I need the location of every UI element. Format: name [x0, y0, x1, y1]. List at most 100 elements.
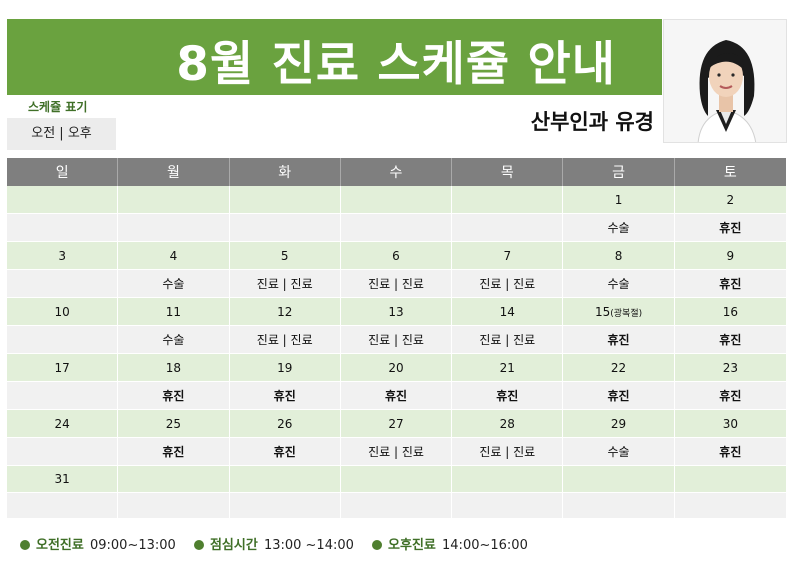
- calendar-schedule-cell: [452, 214, 564, 242]
- date-number: 1: [614, 192, 623, 207]
- date-number: 25: [165, 416, 182, 431]
- calendar-date-cell: 4: [118, 242, 230, 270]
- weekday-header-row: 일 월 화 수 목 금 토: [7, 158, 786, 186]
- calendar-schedule-cell: 휴진: [118, 438, 230, 466]
- calendar-schedule-cell: 휴진: [229, 438, 341, 466]
- calendar-schedule-cell: 수술: [118, 326, 230, 354]
- calendar-date-cell: 3: [7, 242, 119, 270]
- calendar-schedule-cell: 수술: [118, 270, 230, 298]
- hours-item-morning: 오전진료 09:00~13:00: [20, 534, 176, 553]
- calendar-schedule-cell: 휴진: [563, 326, 675, 354]
- calendar-date-cell: 9: [674, 242, 786, 270]
- doctor-portrait-icon: [664, 20, 786, 142]
- calendar-date-row: 24 25 26 27 28 29 30: [7, 410, 786, 438]
- calendar-schedule-cell: 진료 | 진료: [452, 326, 564, 354]
- calendar-schedule-cell: 휴진: [229, 382, 341, 410]
- hours-label: 오후진료: [388, 538, 436, 553]
- date-number: 19: [277, 360, 293, 375]
- calendar-date-cell: 18: [118, 354, 230, 382]
- weekday-wed: 수: [340, 158, 453, 186]
- hours-label: 점심시간: [209, 538, 258, 553]
- calendar-date-cell: 28: [452, 410, 564, 438]
- calendar-date-cell: [452, 466, 564, 493]
- calendar-schedule-row: 휴진 휴진 진료 | 진료 진료 | 진료 수술 휴진: [7, 438, 786, 466]
- date-number: 11: [165, 304, 182, 319]
- calendar-schedule-cell: [452, 493, 564, 519]
- calendar-schedule-cell: 휴진: [674, 438, 786, 466]
- doctor-name: 산부인과 유경: [530, 110, 654, 134]
- date-number: 4: [169, 248, 178, 263]
- page-title: 8월 진료 스케쥴 안내: [176, 37, 616, 92]
- calendar-schedule-cell: 진료 | 진료: [229, 270, 341, 298]
- calendar-schedule-cell: 수술: [563, 214, 675, 242]
- weekday-thu: 목: [452, 158, 564, 186]
- calendar-date-cell: 29: [563, 410, 675, 438]
- hours-time: 13:00 ~14:00: [263, 538, 354, 553]
- calendar-date-cell: 22: [563, 354, 675, 382]
- calendar-schedule-cell: 휴진: [118, 382, 230, 410]
- calendar-schedule-cell: [340, 214, 453, 242]
- weekday-mon: 월: [118, 158, 230, 186]
- date-number: 16: [722, 304, 738, 319]
- calendar-date-cell: [229, 466, 341, 493]
- calendar-date-cell: [563, 466, 675, 493]
- calendar-schedule-cell: 진료 | 진료: [452, 270, 564, 298]
- calendar-schedule-cell: 진료 | 진료: [229, 326, 341, 354]
- calendar-schedule-cell: [118, 493, 230, 519]
- calendar-schedule-row: 수술 휴진: [7, 214, 786, 242]
- date-number: 23: [722, 360, 738, 375]
- calendar-date-cell: 1: [563, 186, 675, 214]
- date-number: 22: [610, 360, 627, 375]
- calendar-schedule-cell: [7, 270, 119, 298]
- calendar-date-cell: 27: [340, 410, 453, 438]
- calendar-schedule-cell: [340, 493, 453, 519]
- calendar-date-cell: 24: [7, 410, 119, 438]
- calendar-date-row: 10 11 12 13 14 15(광복절) 16: [7, 298, 786, 326]
- date-number: 18: [165, 360, 182, 375]
- date-number: 6: [392, 248, 400, 263]
- calendar-date-cell: [340, 466, 453, 493]
- calendar-date-cell: [229, 186, 341, 214]
- hours-time: 09:00~13:00: [89, 538, 176, 553]
- date-number: 30: [722, 416, 738, 431]
- calendar-schedule-row: [7, 493, 786, 519]
- calendar-schedule-row: 수술 진료 | 진료 진료 | 진료 진료 | 진료 휴진 휴진: [7, 326, 786, 354]
- calendar-schedule-cell: 진료 | 진료: [340, 438, 453, 466]
- hours-item-lunch: 점심시간 13:00 ~14:00: [193, 534, 354, 553]
- bullet-dot-icon: [20, 540, 30, 550]
- date-number: 20: [388, 360, 404, 375]
- hours-time: 14:00~16:00: [442, 538, 528, 553]
- calendar-date-cell: [7, 186, 119, 214]
- date-number: 8: [614, 248, 623, 263]
- date-number: 13: [388, 304, 404, 319]
- calendar-date-row: 17 18 19 20 21 22 23: [7, 354, 786, 382]
- date-number: 12: [277, 304, 293, 319]
- date-number: 5: [280, 248, 289, 263]
- calendar-date-cell: 26: [229, 410, 341, 438]
- bullet-dot-icon: [372, 540, 383, 550]
- calendar-schedule-cell: [563, 493, 675, 519]
- calendar-date-cell: [340, 186, 453, 214]
- calendar-date-cell: 17: [7, 354, 119, 382]
- calendar-date-cell: 7: [452, 242, 564, 270]
- calendar-schedule-cell: [7, 326, 119, 354]
- date-number: 3: [58, 248, 66, 263]
- calendar-schedule-cell: [7, 493, 119, 519]
- date-number: 9: [726, 248, 735, 263]
- bullet-dot-icon: [193, 540, 204, 550]
- calendar-date-cell: 5: [229, 242, 341, 270]
- calendar-schedule-cell: 휴진: [674, 214, 786, 242]
- calendar-date-cell: [674, 466, 786, 493]
- calendar-date-cell: 30: [674, 410, 786, 438]
- calendar-schedule-cell: 휴진: [452, 382, 564, 410]
- date-number: 29: [610, 416, 627, 431]
- schedule-calendar: 일 월 화 수 목 금 토 1 2 수술 휴진 3 4 5 6 7 8 9 수술 진료 | 진료 진료 |…: [7, 158, 786, 519]
- date-number: 26: [277, 416, 293, 431]
- calendar-schedule-cell: [7, 438, 119, 466]
- weekday-tue: 화: [229, 158, 341, 186]
- calendar-schedule-cell: 수술: [563, 438, 675, 466]
- calendar-date-cell: 15(광복절): [563, 298, 675, 326]
- calendar-date-cell: 13: [340, 298, 453, 326]
- calendar-date-cell: 6: [340, 242, 453, 270]
- calendar-date-row: 31: [7, 466, 786, 493]
